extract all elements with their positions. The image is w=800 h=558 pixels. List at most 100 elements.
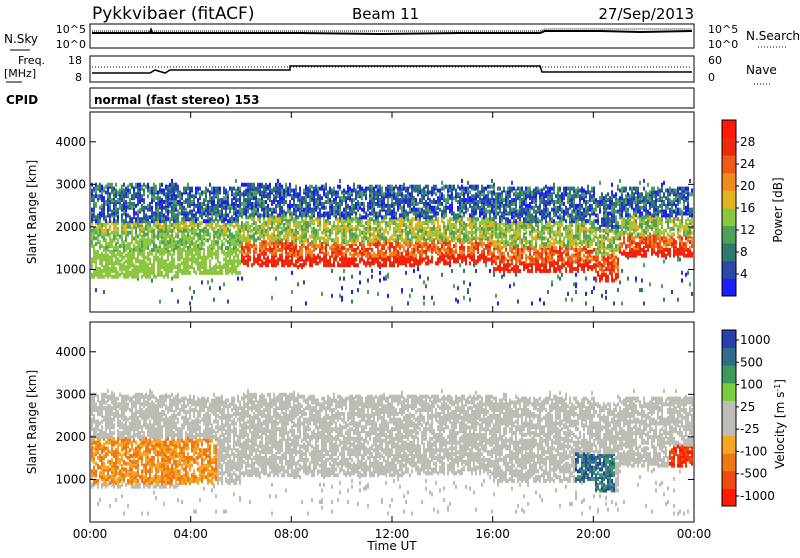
data-cell: [409, 294, 411, 298]
data-cell: [333, 254, 335, 258]
data-cell: [357, 263, 359, 267]
data-cell: [339, 185, 341, 189]
data-cell: [197, 252, 199, 256]
data-cell: [91, 192, 93, 196]
data-cell: [397, 259, 399, 263]
data-cell: [321, 196, 323, 200]
data-cell: [403, 194, 405, 198]
data-cell: [391, 198, 393, 202]
data-cell: [283, 189, 285, 193]
data-cell: [479, 190, 481, 194]
data-cell: [419, 208, 421, 212]
data-cell: [127, 271, 129, 275]
data-cell: [199, 192, 201, 196]
data-cell: [167, 229, 169, 233]
data-cell: [379, 185, 381, 189]
data-cell: [153, 261, 155, 265]
data-cell: [357, 221, 359, 225]
data-cell: [267, 204, 269, 208]
data-cell: [345, 256, 347, 260]
data-cell: [169, 210, 171, 214]
data-cell: [277, 194, 279, 198]
data-cell: [467, 254, 469, 258]
data-cell: [213, 227, 215, 231]
data-cell: [341, 263, 343, 267]
data-cell: [91, 273, 93, 277]
data-cell: [111, 250, 113, 254]
data-cell: [329, 198, 331, 202]
data-cell: [419, 261, 421, 265]
data-cell: [275, 215, 277, 219]
data-cell: [151, 248, 153, 252]
data-cell: [233, 211, 235, 215]
data-cell: [479, 233, 481, 237]
data-cell: [235, 208, 237, 212]
data-cell: [359, 280, 361, 284]
data-cell: [359, 250, 361, 254]
data-cell: [107, 204, 109, 208]
data-cell: [487, 244, 489, 248]
data-cell: [107, 273, 109, 277]
data-cell: [129, 242, 131, 246]
data-cell: [279, 196, 281, 200]
data-cell: [457, 213, 459, 217]
data-cell: [107, 183, 109, 187]
data-cell: [335, 210, 337, 214]
data-cell: [125, 254, 127, 258]
data-cell: [141, 185, 143, 189]
data-cell: [483, 236, 485, 240]
data-cell: [171, 189, 173, 193]
data-cell: [339, 277, 341, 281]
data-cell: [165, 208, 167, 212]
data-cell: [319, 256, 321, 260]
data-cell: [237, 261, 239, 265]
data-cell: [189, 257, 191, 261]
data-cell: [383, 259, 385, 263]
data-cell: [277, 225, 279, 229]
data-cell: [279, 189, 281, 193]
data-cell: [101, 208, 103, 212]
data-cell: [455, 298, 457, 302]
data-cell: [151, 200, 153, 204]
data-cell: [457, 206, 459, 210]
data-cell: [123, 256, 125, 260]
data-cell: [257, 257, 259, 261]
data-cell: [351, 208, 353, 212]
data-cell: [355, 248, 357, 252]
data-cell: [253, 250, 255, 254]
data-cell: [445, 208, 447, 212]
data-cell: [219, 210, 221, 214]
data-cell: [163, 259, 165, 263]
data-cell: [263, 200, 265, 204]
data-cell: [429, 198, 431, 202]
data-cell: [449, 194, 451, 198]
data-cell: [273, 187, 275, 191]
data-cell: [339, 196, 341, 200]
data-cell: [349, 252, 351, 256]
noise-right-tick-bottom: 10^0: [708, 38, 738, 51]
data-cell: [107, 211, 109, 215]
data-cell: [359, 223, 361, 227]
data-cell: [117, 275, 119, 279]
data-cell: [245, 198, 247, 202]
data-cell: [383, 233, 385, 237]
data-cell: [421, 221, 423, 225]
data-cell: [95, 194, 97, 198]
data-cell: [439, 257, 441, 261]
data-cell: [209, 248, 211, 252]
data-cell: [205, 223, 207, 227]
data-cell: [123, 261, 125, 265]
data-cell: [367, 242, 369, 246]
data-cell: [451, 196, 453, 200]
data-cell: [477, 227, 479, 231]
data-cell: [449, 234, 451, 238]
data-cell: [369, 252, 371, 256]
data-cell: [191, 213, 193, 217]
data-cell: [115, 210, 117, 214]
data-cell: [489, 269, 491, 273]
data-cell: [379, 261, 381, 265]
data-cell: [197, 248, 199, 252]
data-cell: [343, 277, 345, 281]
data-cell: [463, 200, 465, 204]
data-cell: [267, 256, 269, 260]
